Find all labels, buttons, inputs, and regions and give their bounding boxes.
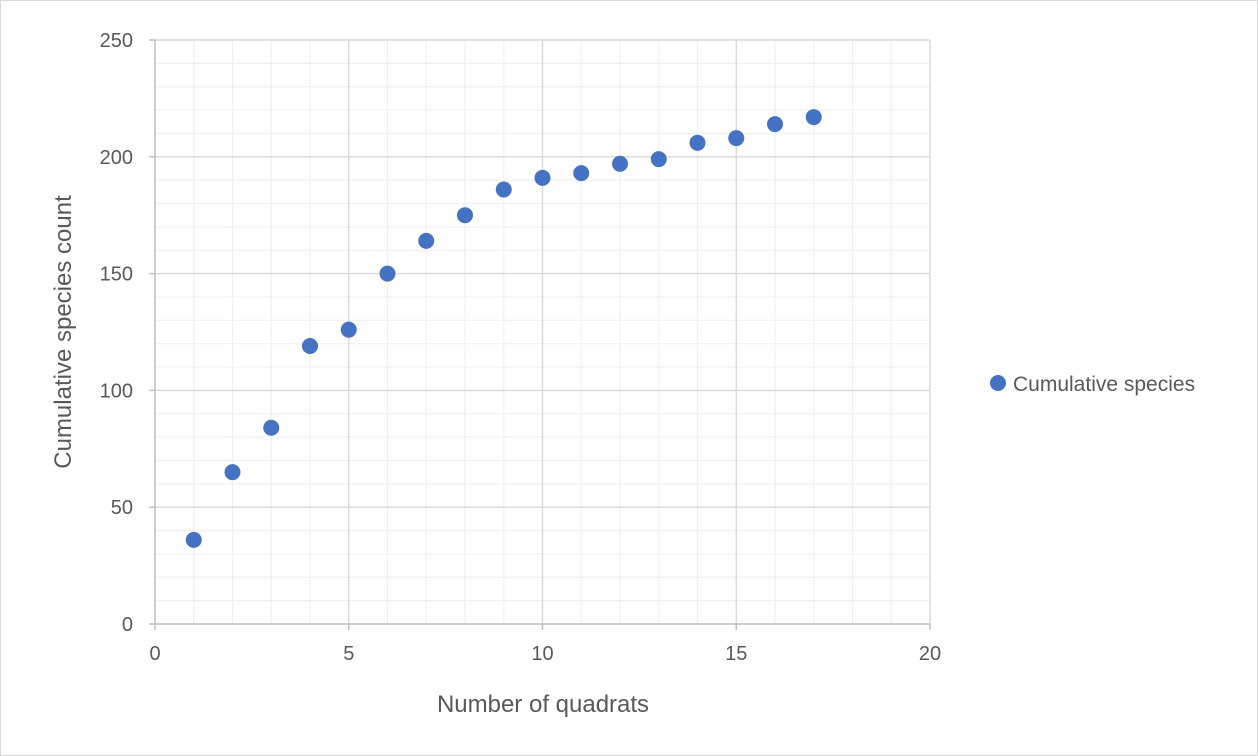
axes xyxy=(149,39,931,630)
data-point xyxy=(418,232,435,249)
data-point xyxy=(728,130,745,147)
data-point xyxy=(612,155,628,172)
data-point xyxy=(302,338,318,355)
data-point xyxy=(534,169,551,186)
x-axis-tick-labels: 0 5 10 15 20 xyxy=(149,643,941,665)
data-point xyxy=(263,419,280,436)
x-tick-label: 20 xyxy=(919,643,941,665)
data-point xyxy=(224,464,241,481)
x-tick-label: 0 xyxy=(149,643,160,665)
legend[interactable]: Cumulative species xyxy=(990,373,1195,396)
data-points xyxy=(185,109,822,548)
y-tick-label: 50 xyxy=(111,497,133,519)
data-point xyxy=(689,134,706,151)
data-point xyxy=(573,165,590,182)
y-tick-label: 150 xyxy=(100,264,133,286)
data-point xyxy=(185,531,202,548)
y-axis-tick-labels: 0 50 100 150 200 250 xyxy=(100,30,133,636)
y-tick-label: 250 xyxy=(100,30,133,52)
y-tick-label: 100 xyxy=(100,380,133,402)
x-tick-label: 10 xyxy=(531,643,553,665)
legend-label: Cumulative species xyxy=(1013,373,1195,396)
data-point xyxy=(495,181,512,198)
x-tick-label: 15 xyxy=(725,643,747,665)
data-point xyxy=(457,207,473,224)
y-axis-title: Cumulative species count xyxy=(50,195,77,469)
y-tick-label: 0 xyxy=(122,614,133,636)
data-point xyxy=(340,321,357,338)
y-tick-label: 200 xyxy=(100,147,133,169)
data-point xyxy=(650,151,667,168)
data-point xyxy=(805,109,822,126)
data-point xyxy=(767,116,783,133)
legend-marker xyxy=(990,375,1006,391)
data-point xyxy=(379,265,396,282)
x-axis-title: Number of quadrats xyxy=(437,691,649,718)
x-tick-label: 5 xyxy=(343,643,354,665)
